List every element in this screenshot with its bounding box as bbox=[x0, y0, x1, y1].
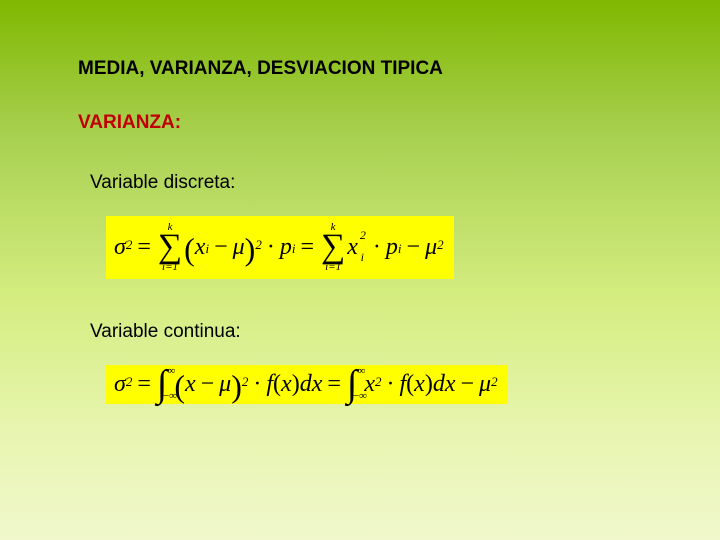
integral-symbol: ∞ ∫ −∞ bbox=[347, 371, 357, 398]
page-title: MEDIA, VARIANZA, DESVIACION TIPICA bbox=[78, 58, 642, 80]
integral-symbol: ∞ ∫ −∞ bbox=[157, 371, 167, 398]
continuous-formula: σ2 = ∞ ∫ −∞ ( x − μ )2 · f (x) dx = bbox=[106, 365, 642, 404]
section-heading: VARIANZA: bbox=[78, 112, 642, 134]
discrete-label: Variable discreta: bbox=[90, 172, 642, 194]
sum-symbol: k ∑ i=1 bbox=[321, 222, 345, 273]
continuous-label: Variable continua: bbox=[90, 321, 642, 343]
sigma: σ bbox=[114, 234, 126, 261]
discrete-formula: σ2 = k ∑ i=1 ( xi − μ )2 · pi = k ∑ i=1 bbox=[106, 216, 642, 279]
sum-symbol: k ∑ i=1 bbox=[158, 222, 182, 273]
